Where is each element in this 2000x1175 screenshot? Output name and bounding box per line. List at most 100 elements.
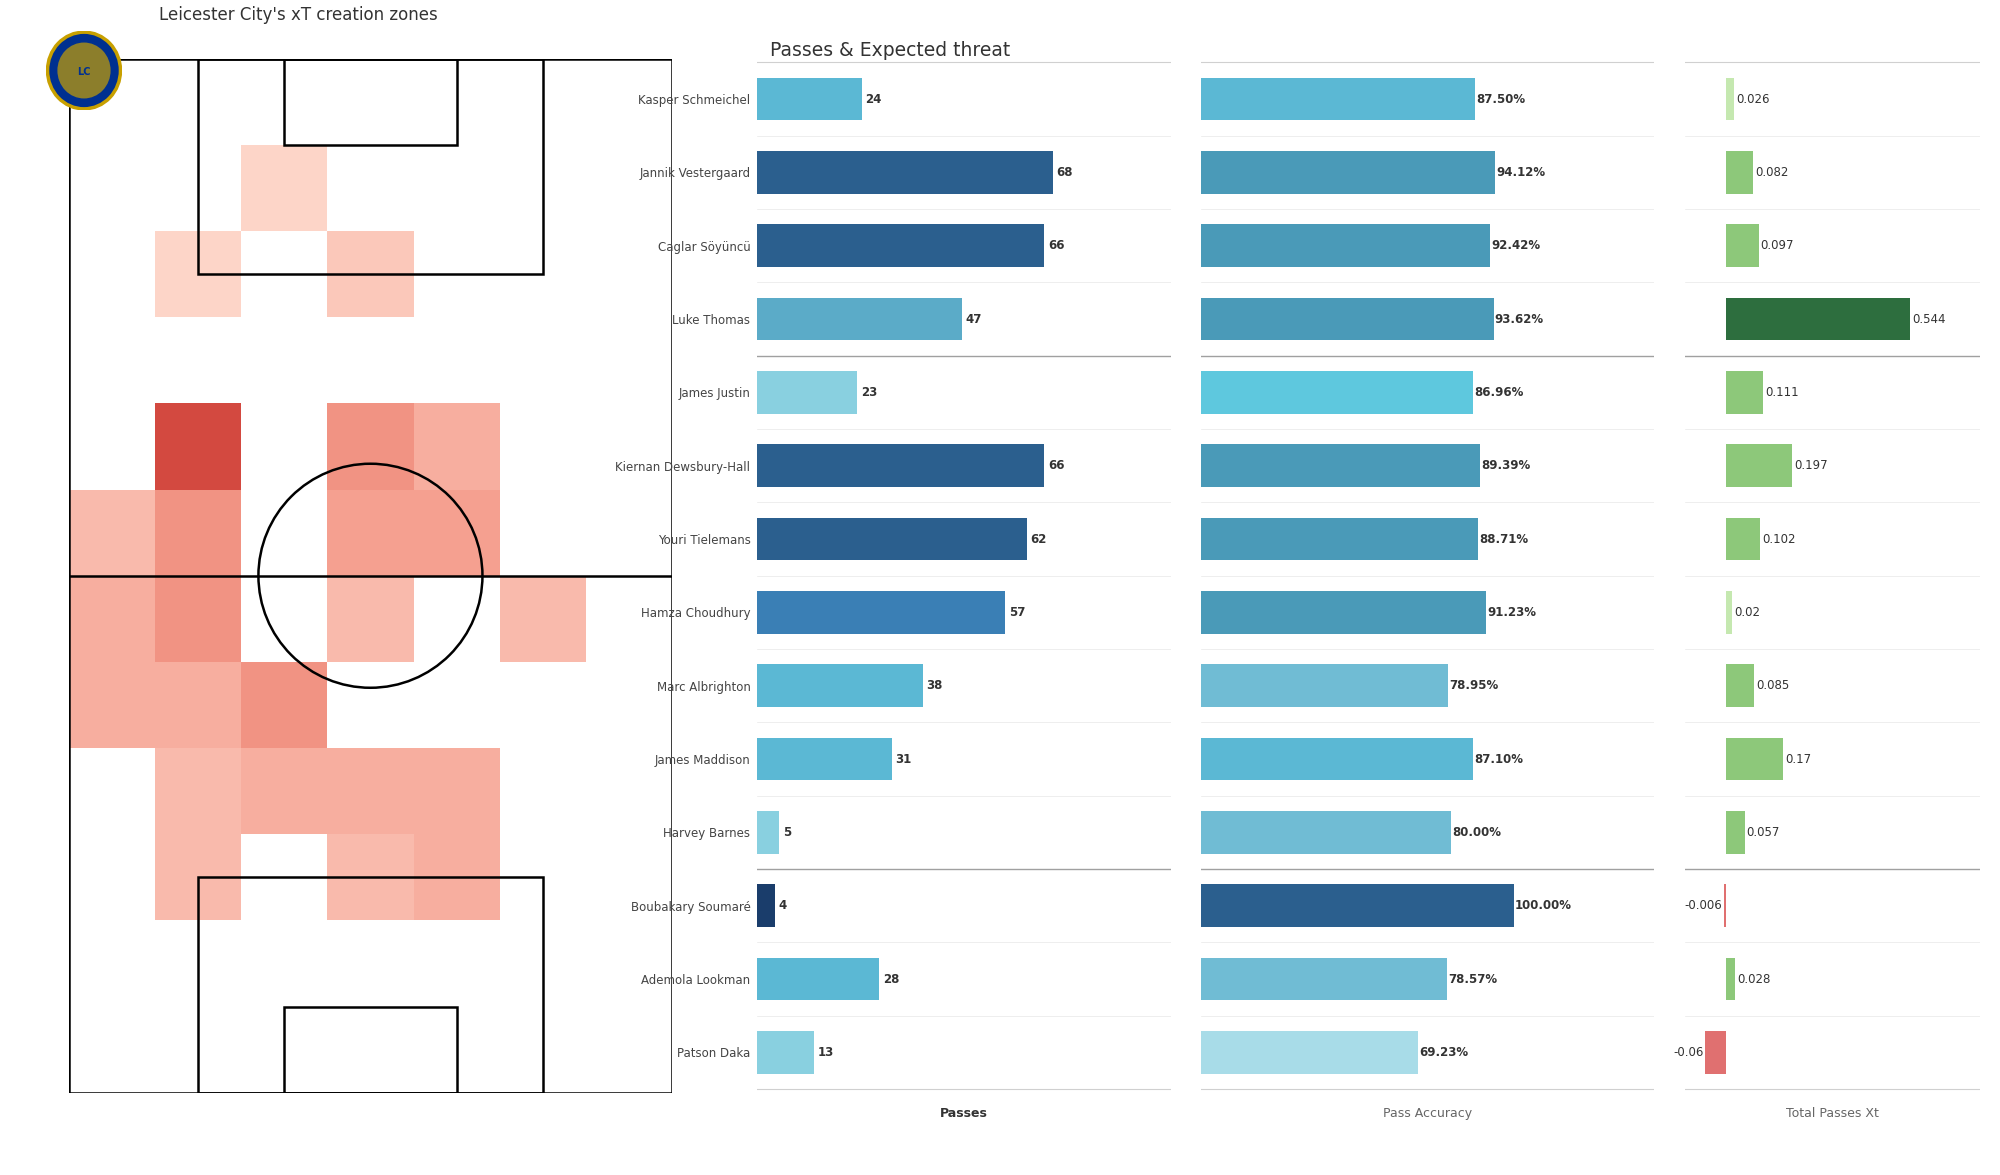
Bar: [758, 885, 774, 927]
Text: 0.544: 0.544: [1912, 313, 1946, 325]
Bar: [1202, 1032, 1418, 1074]
Bar: [328, 576, 414, 662]
Bar: [1202, 665, 1448, 707]
Bar: [1726, 78, 1734, 120]
Bar: [1726, 152, 1754, 194]
Bar: [1726, 811, 1744, 854]
Text: 24: 24: [866, 93, 882, 106]
Text: Passes & Expected threat: Passes & Expected threat: [770, 41, 1010, 60]
Bar: [198, 59, 542, 274]
Bar: [242, 662, 328, 748]
Text: 100.00%: 100.00%: [1514, 899, 1572, 912]
Bar: [758, 518, 1028, 560]
Bar: [1726, 591, 1732, 633]
Bar: [328, 834, 414, 920]
Bar: [1706, 1032, 1726, 1074]
Bar: [328, 490, 414, 576]
Bar: [284, 1007, 456, 1093]
Text: 5: 5: [782, 826, 790, 839]
Text: 69.23%: 69.23%: [1418, 1046, 1468, 1059]
Bar: [1202, 885, 1514, 927]
Bar: [758, 444, 1044, 486]
Bar: [1202, 958, 1446, 1000]
Bar: [758, 297, 962, 341]
Text: 0.026: 0.026: [1736, 93, 1770, 106]
Bar: [284, 59, 456, 145]
Bar: [1726, 518, 1760, 560]
Bar: [242, 145, 328, 231]
Text: 94.12%: 94.12%: [1496, 166, 1546, 179]
Bar: [1726, 297, 1910, 341]
Bar: [500, 576, 586, 662]
Text: 0.082: 0.082: [1756, 166, 1788, 179]
Bar: [758, 738, 892, 780]
Bar: [1726, 738, 1784, 780]
Bar: [1726, 444, 1792, 486]
Bar: [156, 748, 242, 834]
Text: 28: 28: [882, 973, 900, 986]
Bar: [1202, 297, 1494, 341]
Text: 38: 38: [926, 679, 942, 692]
Text: 4: 4: [778, 899, 786, 912]
Bar: [758, 152, 1054, 194]
Text: LC: LC: [78, 67, 90, 78]
Bar: [328, 748, 414, 834]
Bar: [758, 78, 862, 120]
Bar: [414, 490, 500, 576]
Bar: [1726, 224, 1758, 267]
Text: 0.111: 0.111: [1764, 385, 1798, 400]
Text: 0.102: 0.102: [1762, 532, 1796, 545]
Text: 87.10%: 87.10%: [1474, 752, 1524, 766]
Bar: [414, 748, 500, 834]
Bar: [68, 662, 156, 748]
Text: 68: 68: [1056, 166, 1074, 179]
Bar: [1726, 958, 1736, 1000]
Text: 57: 57: [1008, 606, 1026, 619]
Bar: [758, 224, 1044, 267]
Text: 88.71%: 88.71%: [1480, 532, 1528, 545]
Bar: [1202, 738, 1474, 780]
Text: 86.96%: 86.96%: [1474, 385, 1524, 400]
Bar: [156, 403, 242, 490]
Circle shape: [58, 42, 110, 99]
Text: 0.097: 0.097: [1760, 240, 1794, 253]
Text: 78.57%: 78.57%: [1448, 973, 1498, 986]
Bar: [1726, 665, 1754, 707]
Text: 0.02: 0.02: [1734, 606, 1760, 619]
Circle shape: [48, 32, 120, 109]
Bar: [758, 811, 780, 854]
Bar: [68, 576, 156, 662]
Bar: [414, 403, 500, 490]
Text: -0.06: -0.06: [1674, 1046, 1704, 1059]
Text: 13: 13: [818, 1046, 834, 1059]
X-axis label: Total Passes Xt: Total Passes Xt: [1786, 1107, 1878, 1120]
Bar: [1202, 371, 1472, 414]
Text: 0.197: 0.197: [1794, 459, 1828, 472]
Text: 0.057: 0.057: [1746, 826, 1780, 839]
Text: 0.17: 0.17: [1784, 752, 1812, 766]
Text: 23: 23: [860, 385, 878, 400]
Bar: [1724, 885, 1726, 927]
Bar: [156, 576, 242, 662]
Bar: [414, 834, 500, 920]
Text: 91.23%: 91.23%: [1488, 606, 1536, 619]
Bar: [1202, 78, 1474, 120]
Bar: [758, 665, 922, 707]
Bar: [758, 1032, 814, 1074]
Text: Leicester City's xT creation zones: Leicester City's xT creation zones: [160, 6, 438, 24]
Bar: [758, 371, 858, 414]
Text: 92.42%: 92.42%: [1492, 240, 1540, 253]
Text: 80.00%: 80.00%: [1452, 826, 1502, 839]
Bar: [68, 490, 156, 576]
Text: 47: 47: [966, 313, 982, 325]
Text: 62: 62: [1030, 532, 1046, 545]
Bar: [156, 662, 242, 748]
Bar: [1726, 371, 1764, 414]
Text: 0.085: 0.085: [1756, 679, 1790, 692]
X-axis label: Pass Accuracy: Pass Accuracy: [1384, 1107, 1472, 1120]
Text: 87.50%: 87.50%: [1476, 93, 1524, 106]
Text: 0.028: 0.028: [1736, 973, 1770, 986]
Bar: [156, 231, 242, 317]
Bar: [1202, 518, 1478, 560]
Bar: [1202, 811, 1452, 854]
